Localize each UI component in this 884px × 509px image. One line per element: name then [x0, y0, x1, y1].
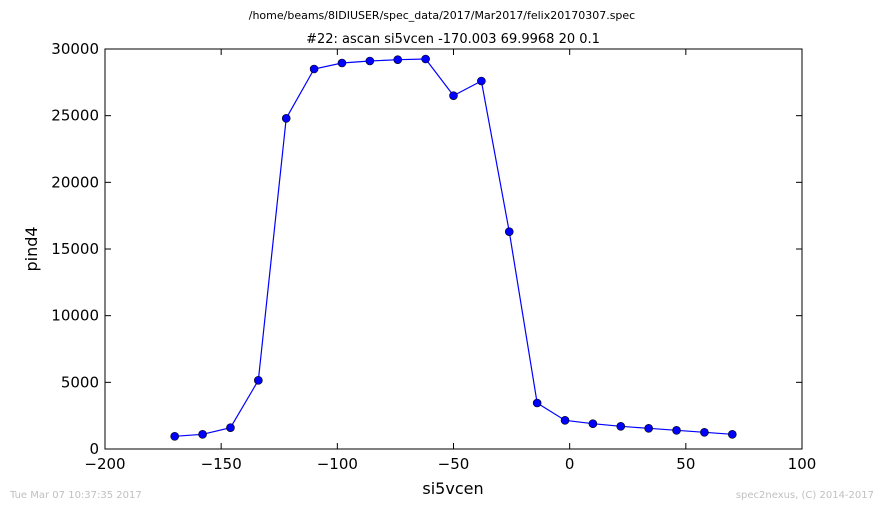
data-point — [170, 432, 179, 441]
figure-suptitle: /home/beams/8IDIUSER/spec_data/2017/Mar2… — [249, 9, 635, 22]
series-markers — [170, 54, 737, 441]
x-tick-label: 0 — [565, 455, 575, 473]
data-point — [477, 76, 486, 86]
y-tick-label: 5000 — [61, 373, 99, 391]
y-tick-label: 25000 — [51, 107, 99, 125]
data-point — [560, 416, 570, 425]
data-point — [644, 424, 653, 433]
data-point — [727, 430, 737, 439]
plot-area — [105, 49, 802, 449]
data-point — [504, 227, 514, 236]
y-axis-label: pind4 — [22, 226, 41, 271]
data-point — [532, 398, 542, 408]
data-point — [700, 428, 709, 437]
data-point — [616, 422, 626, 431]
y-tick-label: 10000 — [51, 307, 99, 325]
data-point — [226, 423, 235, 432]
y-tick-label: 20000 — [51, 173, 99, 191]
footer-timestamp: Tue Mar 07 10:37:35 2017 — [9, 490, 142, 501]
x-tick-label: −50 — [438, 455, 470, 473]
data-point — [337, 58, 347, 68]
data-point — [309, 64, 319, 74]
plot-frame — [104, 48, 803, 450]
data-point — [449, 91, 458, 100]
x-tick-label: −200 — [84, 455, 125, 473]
data-point — [254, 376, 263, 385]
data-point — [281, 114, 291, 123]
data-point — [365, 56, 375, 66]
y-tick-label: 30000 — [51, 40, 99, 58]
x-tick-label: 100 — [788, 455, 817, 473]
footer-credit: spec2nexus, (C) 2014-2017 — [736, 490, 874, 501]
data-point — [588, 419, 598, 428]
data-point — [421, 54, 430, 64]
x-tick-label: −150 — [201, 455, 242, 473]
data-point — [198, 430, 207, 439]
data-point — [393, 55, 403, 64]
chart-title: #22: ascan si5vcen -170.003 69.9968 20 0… — [306, 32, 600, 47]
x-axis-label: si5vcen — [422, 479, 483, 498]
y-tick-label: 15000 — [51, 240, 99, 258]
y-tick-label: 0 — [89, 440, 99, 458]
x-tick-label: −100 — [317, 455, 358, 473]
data-point — [672, 426, 681, 435]
tick-labels: −200 −150 −100 −50 0 50 100 0 5000 10000 15000 2000… — [51, 40, 816, 473]
x-tick-label: 50 — [676, 455, 695, 473]
